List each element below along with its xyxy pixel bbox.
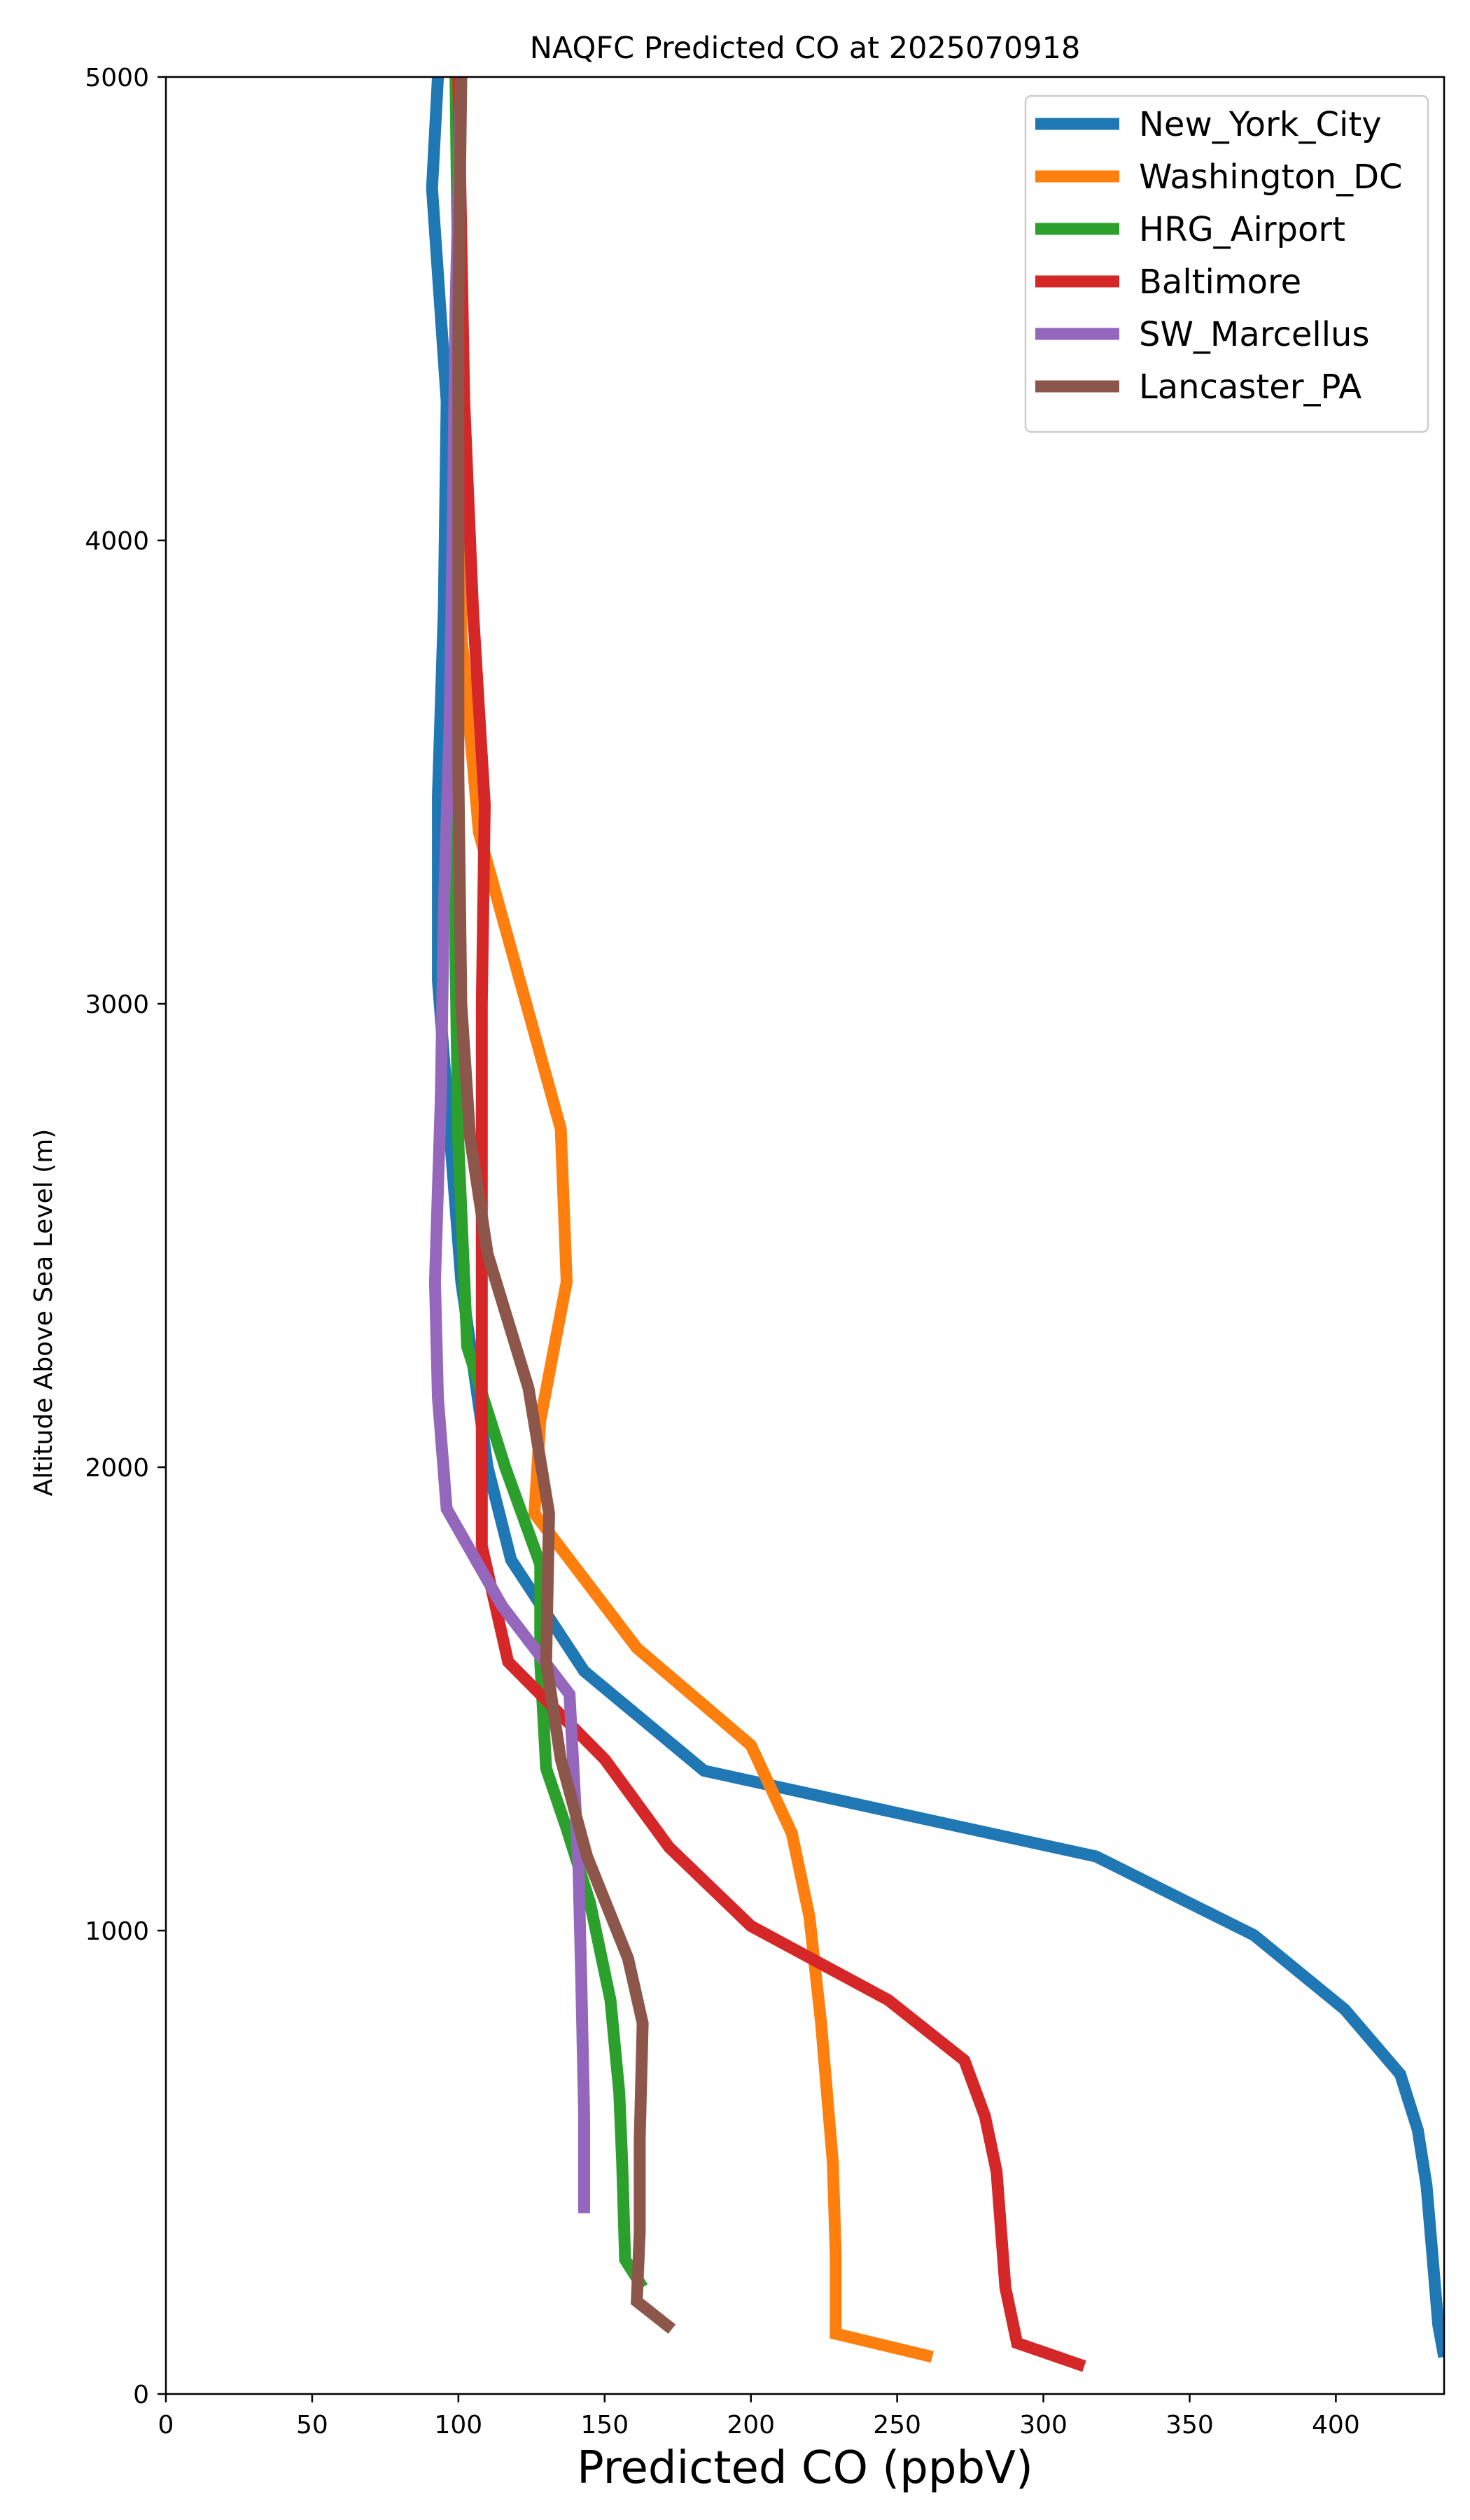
y-axis-label: Altitude Above Sea Level (m) [29,1129,58,1497]
x-tick-label: 50 [296,2411,328,2440]
series-lines [426,77,1444,2372]
y-tick-label: 5000 [85,64,149,92]
x-tick-label: 350 [1166,2411,1214,2440]
series-line-new-york-city [426,77,1444,2358]
x-tick-label: 250 [873,2411,921,2440]
chart-title: NAQFC Predicted CO at 2025070918 [530,31,1081,66]
y-tick-label: 0 [133,2381,149,2409]
legend-label-sw-marcellus: SW_Marcellus [1139,315,1369,354]
y-axis: 0 1000 2000 3000 4000 5000 [85,64,166,2409]
series-line-baltimore [452,77,1086,2372]
legend-box [1024,94,1429,433]
x-tick-label: 150 [580,2411,629,2440]
y-tick-label: 3000 [85,990,149,1019]
x-axis-label: Predicted CO (ppbV) [577,2442,1033,2494]
plot-area [164,76,1446,2395]
legend: New_York_City Washington_DC HRG_Airport Bal… [1024,94,1429,433]
legend-label-hrg-airport: HRG_Airport [1139,210,1345,249]
series-line-washington-dc [452,77,934,2363]
x-tick-label: 300 [1019,2411,1068,2440]
x-tick-label: 0 [158,2411,174,2440]
y-tick-label: 2000 [85,1454,149,1483]
plot-frame [164,76,1446,2395]
x-tick-label: 200 [727,2411,775,2440]
legend-label-baltimore: Baltimore [1139,262,1301,302]
x-tick-label: 100 [434,2411,482,2440]
x-axis: 0 50 100 150 200 250 300 350 400 [158,2394,1360,2440]
x-tick-label: 400 [1312,2411,1360,2440]
legend-label-lancaster-pa: Lancaster_PA [1139,368,1362,407]
y-tick-label: 1000 [85,1917,149,1946]
y-tick-label: 4000 [85,527,149,556]
series-line-sw-marcellus [428,77,590,2213]
series-line-lancaster-pa [452,77,676,2334]
legend-label-new-york-city: New_York_City [1139,105,1382,144]
legend-label-washington-dc: Washington_DC [1139,158,1403,197]
